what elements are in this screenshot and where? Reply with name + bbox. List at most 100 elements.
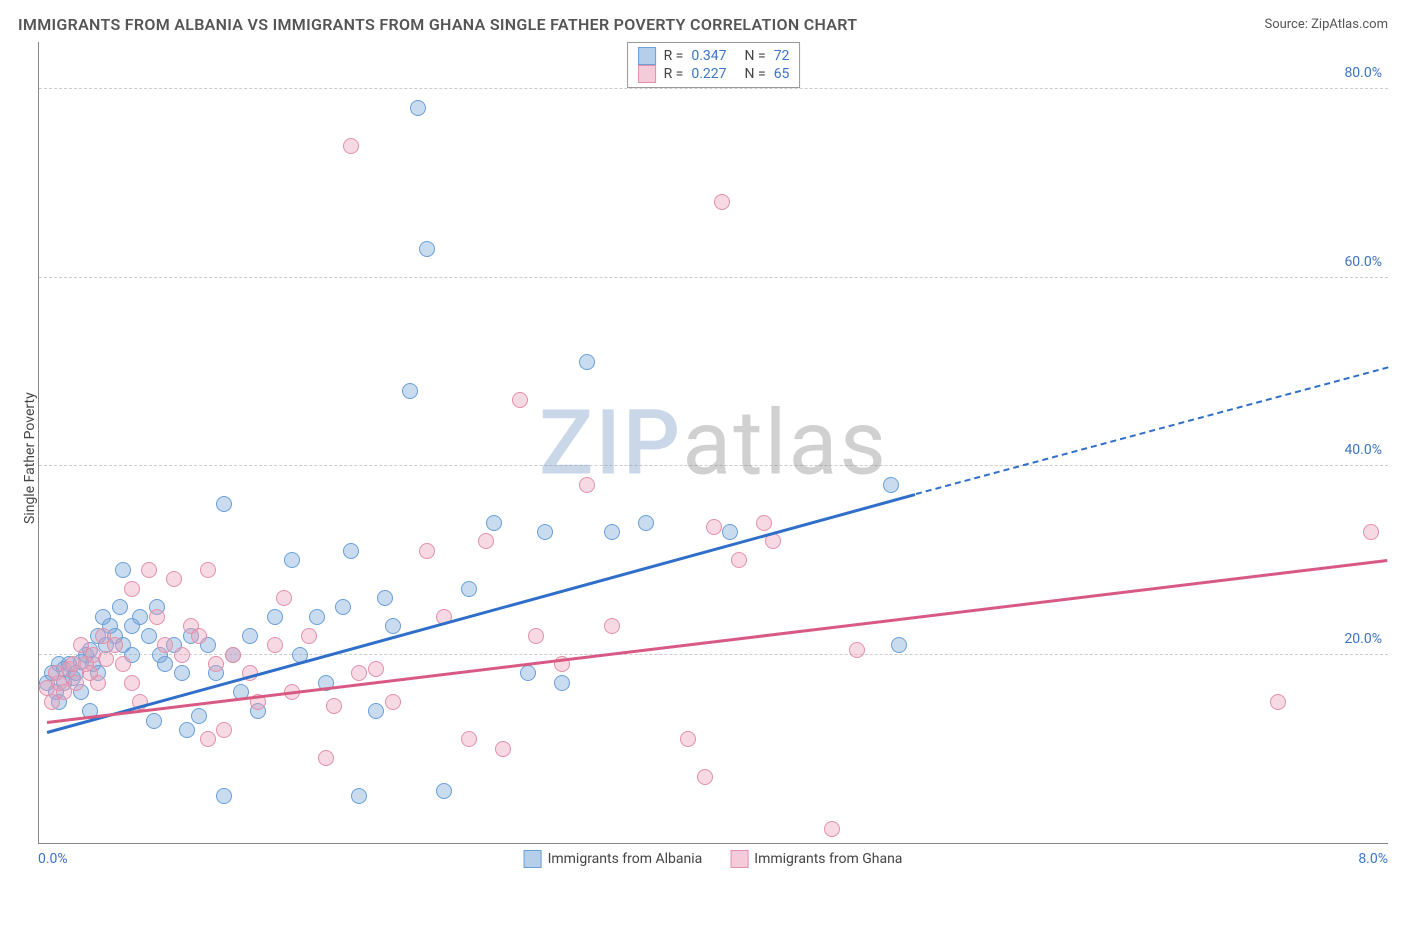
data-point (343, 138, 359, 154)
data-point (410, 100, 426, 116)
n-label: N = (745, 66, 766, 82)
data-point (208, 656, 224, 672)
y-tick-label: 60.0% (1344, 254, 1382, 270)
data-point (368, 703, 384, 719)
data-point (112, 599, 128, 615)
data-point (141, 562, 157, 578)
correlation-legend: R = 0.347 N = 72 R = 0.227 N = 65 (627, 42, 801, 88)
legend-swatch-albania-bottom (524, 850, 542, 868)
data-point (824, 821, 840, 837)
data-point (90, 675, 106, 691)
data-point (200, 562, 216, 578)
data-point (461, 581, 477, 597)
data-point (461, 731, 477, 747)
data-point (722, 524, 738, 540)
data-point (486, 515, 502, 531)
data-point (179, 722, 195, 738)
source-label: Source: ZipAtlas.com (1264, 17, 1388, 32)
data-point (1363, 524, 1379, 540)
data-point (115, 562, 131, 578)
data-point (301, 628, 317, 644)
data-point (157, 656, 173, 672)
y-tick-label: 40.0% (1344, 442, 1382, 458)
data-point (200, 731, 216, 747)
data-point (368, 661, 384, 677)
data-point (697, 769, 713, 785)
data-point (166, 571, 182, 587)
correlation-row-albania: R = 0.347 N = 72 (638, 47, 790, 65)
data-point (267, 637, 283, 653)
legend-item-albania: Immigrants from Albania (524, 850, 703, 868)
x-tick-max: 8.0% (1358, 851, 1388, 867)
data-point (351, 788, 367, 804)
data-point (1270, 694, 1286, 710)
data-point (124, 581, 140, 597)
gridline (39, 465, 1388, 466)
chart-area: Single Father Poverty ZIPatlas R = 0.347… (18, 42, 1388, 874)
data-point (276, 590, 292, 606)
data-point (174, 665, 190, 681)
trendline-extrapolated (916, 366, 1389, 495)
data-point (141, 628, 157, 644)
y-axis-label: Single Father Poverty (18, 42, 38, 874)
legend-item-ghana: Immigrants from Ghana (730, 850, 902, 868)
data-point (225, 647, 241, 663)
r-value-ghana: 0.227 (691, 66, 726, 82)
data-point (216, 788, 232, 804)
data-point (191, 628, 207, 644)
data-point (146, 713, 162, 729)
n-value-ghana: 65 (774, 66, 790, 82)
y-tick-label: 20.0% (1344, 631, 1382, 647)
gridline (39, 88, 1388, 89)
data-point (714, 194, 730, 210)
data-point (284, 552, 300, 568)
watermark-zip: ZIP (539, 390, 682, 495)
series-legend: Immigrants from Albania Immigrants from … (524, 850, 903, 868)
watermark-atlas: atlas (682, 390, 888, 495)
x-tick-min: 0.0% (38, 851, 68, 867)
chart-container: IMMIGRANTS FROM ALBANIA VS IMMIGRANTS FR… (0, 0, 1406, 892)
data-point (385, 694, 401, 710)
data-point (478, 533, 494, 549)
data-point (756, 515, 772, 531)
trendline (47, 493, 916, 733)
scatter-plot: ZIPatlas R = 0.347 N = 72 R = 0.227 N = (38, 42, 1388, 844)
data-point (537, 524, 553, 540)
data-point (343, 543, 359, 559)
data-point (115, 656, 131, 672)
r-label: R = (664, 66, 684, 82)
r-value-albania: 0.347 (691, 48, 726, 64)
data-point (520, 665, 536, 681)
data-point (157, 637, 173, 653)
data-point (680, 731, 696, 747)
data-point (579, 477, 595, 493)
data-point (242, 628, 258, 644)
data-point (883, 477, 899, 493)
data-point (351, 665, 367, 681)
data-point (528, 628, 544, 644)
data-point (604, 618, 620, 634)
data-point (124, 675, 140, 691)
data-point (512, 392, 528, 408)
data-point (638, 515, 654, 531)
data-point (731, 552, 747, 568)
data-point (98, 651, 114, 667)
data-point (419, 543, 435, 559)
legend-swatch-albania (638, 47, 656, 65)
data-point (419, 241, 435, 257)
data-point (149, 609, 165, 625)
plot-wrapper: ZIPatlas R = 0.347 N = 72 R = 0.227 N = (38, 42, 1388, 874)
data-point (216, 496, 232, 512)
y-tick-label: 80.0% (1344, 65, 1382, 81)
data-point (402, 383, 418, 399)
data-point (309, 609, 325, 625)
data-point (604, 524, 620, 540)
r-label: R = (664, 48, 684, 64)
data-point (318, 750, 334, 766)
data-point (326, 698, 342, 714)
data-point (107, 637, 123, 653)
data-point (216, 722, 232, 738)
data-point (335, 599, 351, 615)
x-axis-row: 0.0% Immigrants from Albania Immigrants … (38, 844, 1388, 874)
header-row: IMMIGRANTS FROM ALBANIA VS IMMIGRANTS FR… (18, 10, 1388, 38)
